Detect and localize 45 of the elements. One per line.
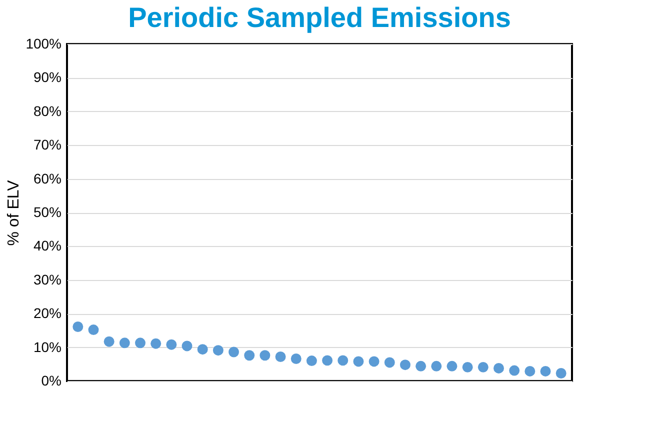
point [368,356,380,367]
point [228,346,240,358]
y-tick-label: 10% [33,338,62,355]
point [524,366,536,376]
y-tick-label: 40% [33,238,62,254]
point [322,355,333,366]
y-tick-label: 100% [26,36,62,52]
point [462,362,473,372]
point [509,365,520,376]
point [416,360,426,372]
point [540,366,551,376]
y-tick-label: 70% [33,136,62,153]
point [197,344,208,355]
point [556,368,566,378]
point [244,350,255,361]
point [338,355,348,366]
y-axis-title: % of ELV [6,180,23,246]
point [212,345,224,356]
point [275,352,286,362]
y-tick-label: 0% [41,372,62,388]
point [119,338,130,348]
point [104,336,114,347]
chart-title: Periodic Sampled Emissions [128,2,511,33]
y-tick-label: 80% [33,102,62,119]
point [400,360,410,370]
point [72,322,84,332]
point [494,362,504,374]
y-tick-label: 60% [33,170,62,186]
point [135,338,146,348]
point [446,360,458,372]
y-tick-label: 30% [33,271,62,288]
point [306,356,317,366]
point [431,360,442,372]
point [166,339,177,350]
y-tick-label: 90% [33,69,62,86]
point [150,338,162,349]
point [182,340,192,352]
y-tick-label: 50% [33,204,62,220]
point [353,356,364,367]
y-tick-label: 20% [33,305,62,322]
point [478,362,488,372]
point [290,354,302,364]
point [260,350,270,361]
point [88,324,99,336]
point [384,357,395,368]
